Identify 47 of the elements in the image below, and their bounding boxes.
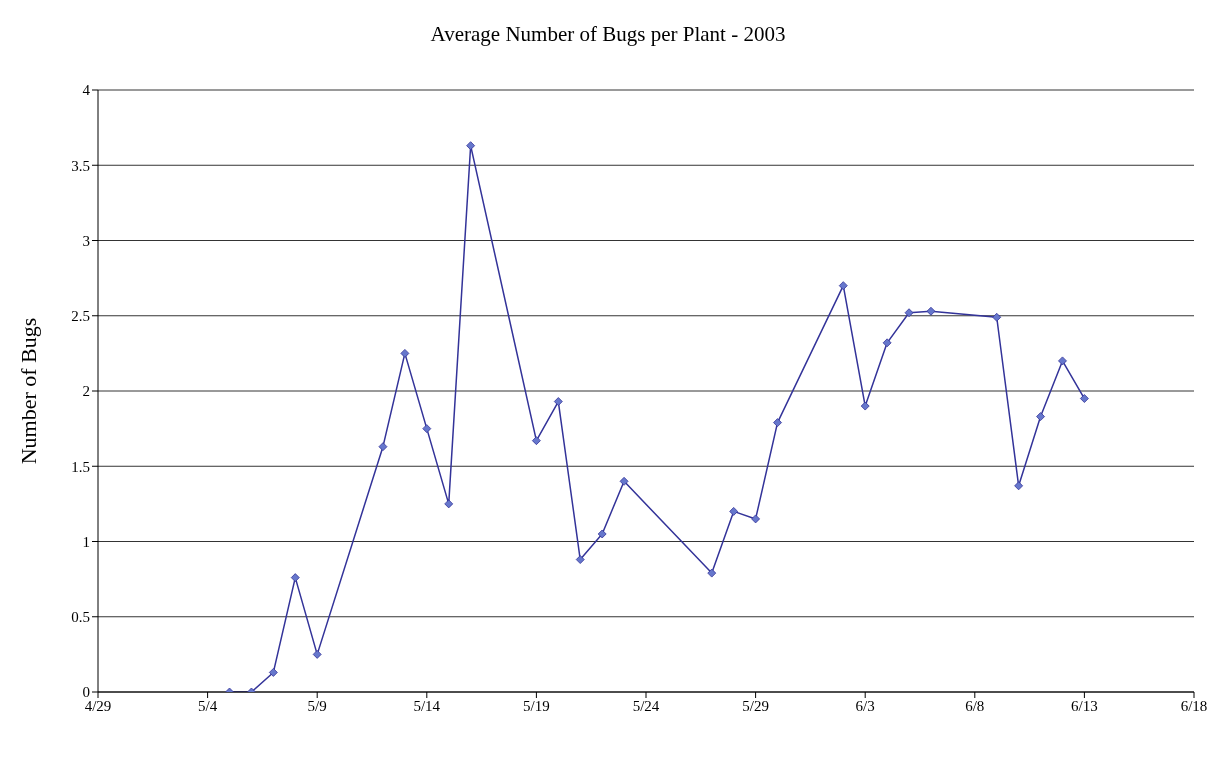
x-tick-label: 5/19 [523,697,550,714]
point [312,649,322,659]
x-tick-label: 5/24 [632,697,660,714]
y-tick-label: 1.5 [71,458,90,475]
x-tick-label: 6/13 [1071,697,1098,714]
y-tick-label: 1 [82,533,90,550]
point [1058,356,1067,366]
point [707,568,717,578]
point [904,308,914,318]
point [992,312,1002,322]
point [1014,481,1024,491]
x-tick-label: 6/18 [1180,697,1208,714]
point [268,668,278,677]
point [882,338,892,348]
y-tick-label: 4 [82,82,91,99]
point [838,281,848,291]
point [422,424,432,434]
y-tick-label: 2 [82,383,90,400]
x-tick-label: 5/29 [742,697,769,714]
point [597,529,607,539]
point [1080,394,1089,403]
point [575,555,585,564]
y-tick-label: 2.5 [71,308,90,325]
point [466,141,476,151]
y-tick-label: 3.5 [71,157,90,174]
point [773,418,782,428]
point [290,573,300,583]
point [532,436,541,446]
y-tick-label: 0.5 [71,609,90,626]
chart-title: Average Number of Bugs per Plant - 2003 [429,22,787,48]
x-tick-label: 6/3 [855,697,875,714]
point [729,507,739,516]
y-tick-label: 3 [82,232,90,249]
x-tick-label: 5/14 [413,697,441,714]
point [444,499,454,509]
point [553,397,563,406]
point [619,476,629,486]
point [926,306,936,316]
x-tick-label: 6/8 [965,697,985,714]
point [751,514,760,524]
x-tick-label: 5/4 [198,697,218,714]
x-tick-label: 5/9 [307,697,327,714]
point [1036,412,1045,421]
point [400,348,410,358]
y-axis-title: Number of Bugs [15,317,41,465]
point [378,442,388,452]
point [860,401,870,411]
